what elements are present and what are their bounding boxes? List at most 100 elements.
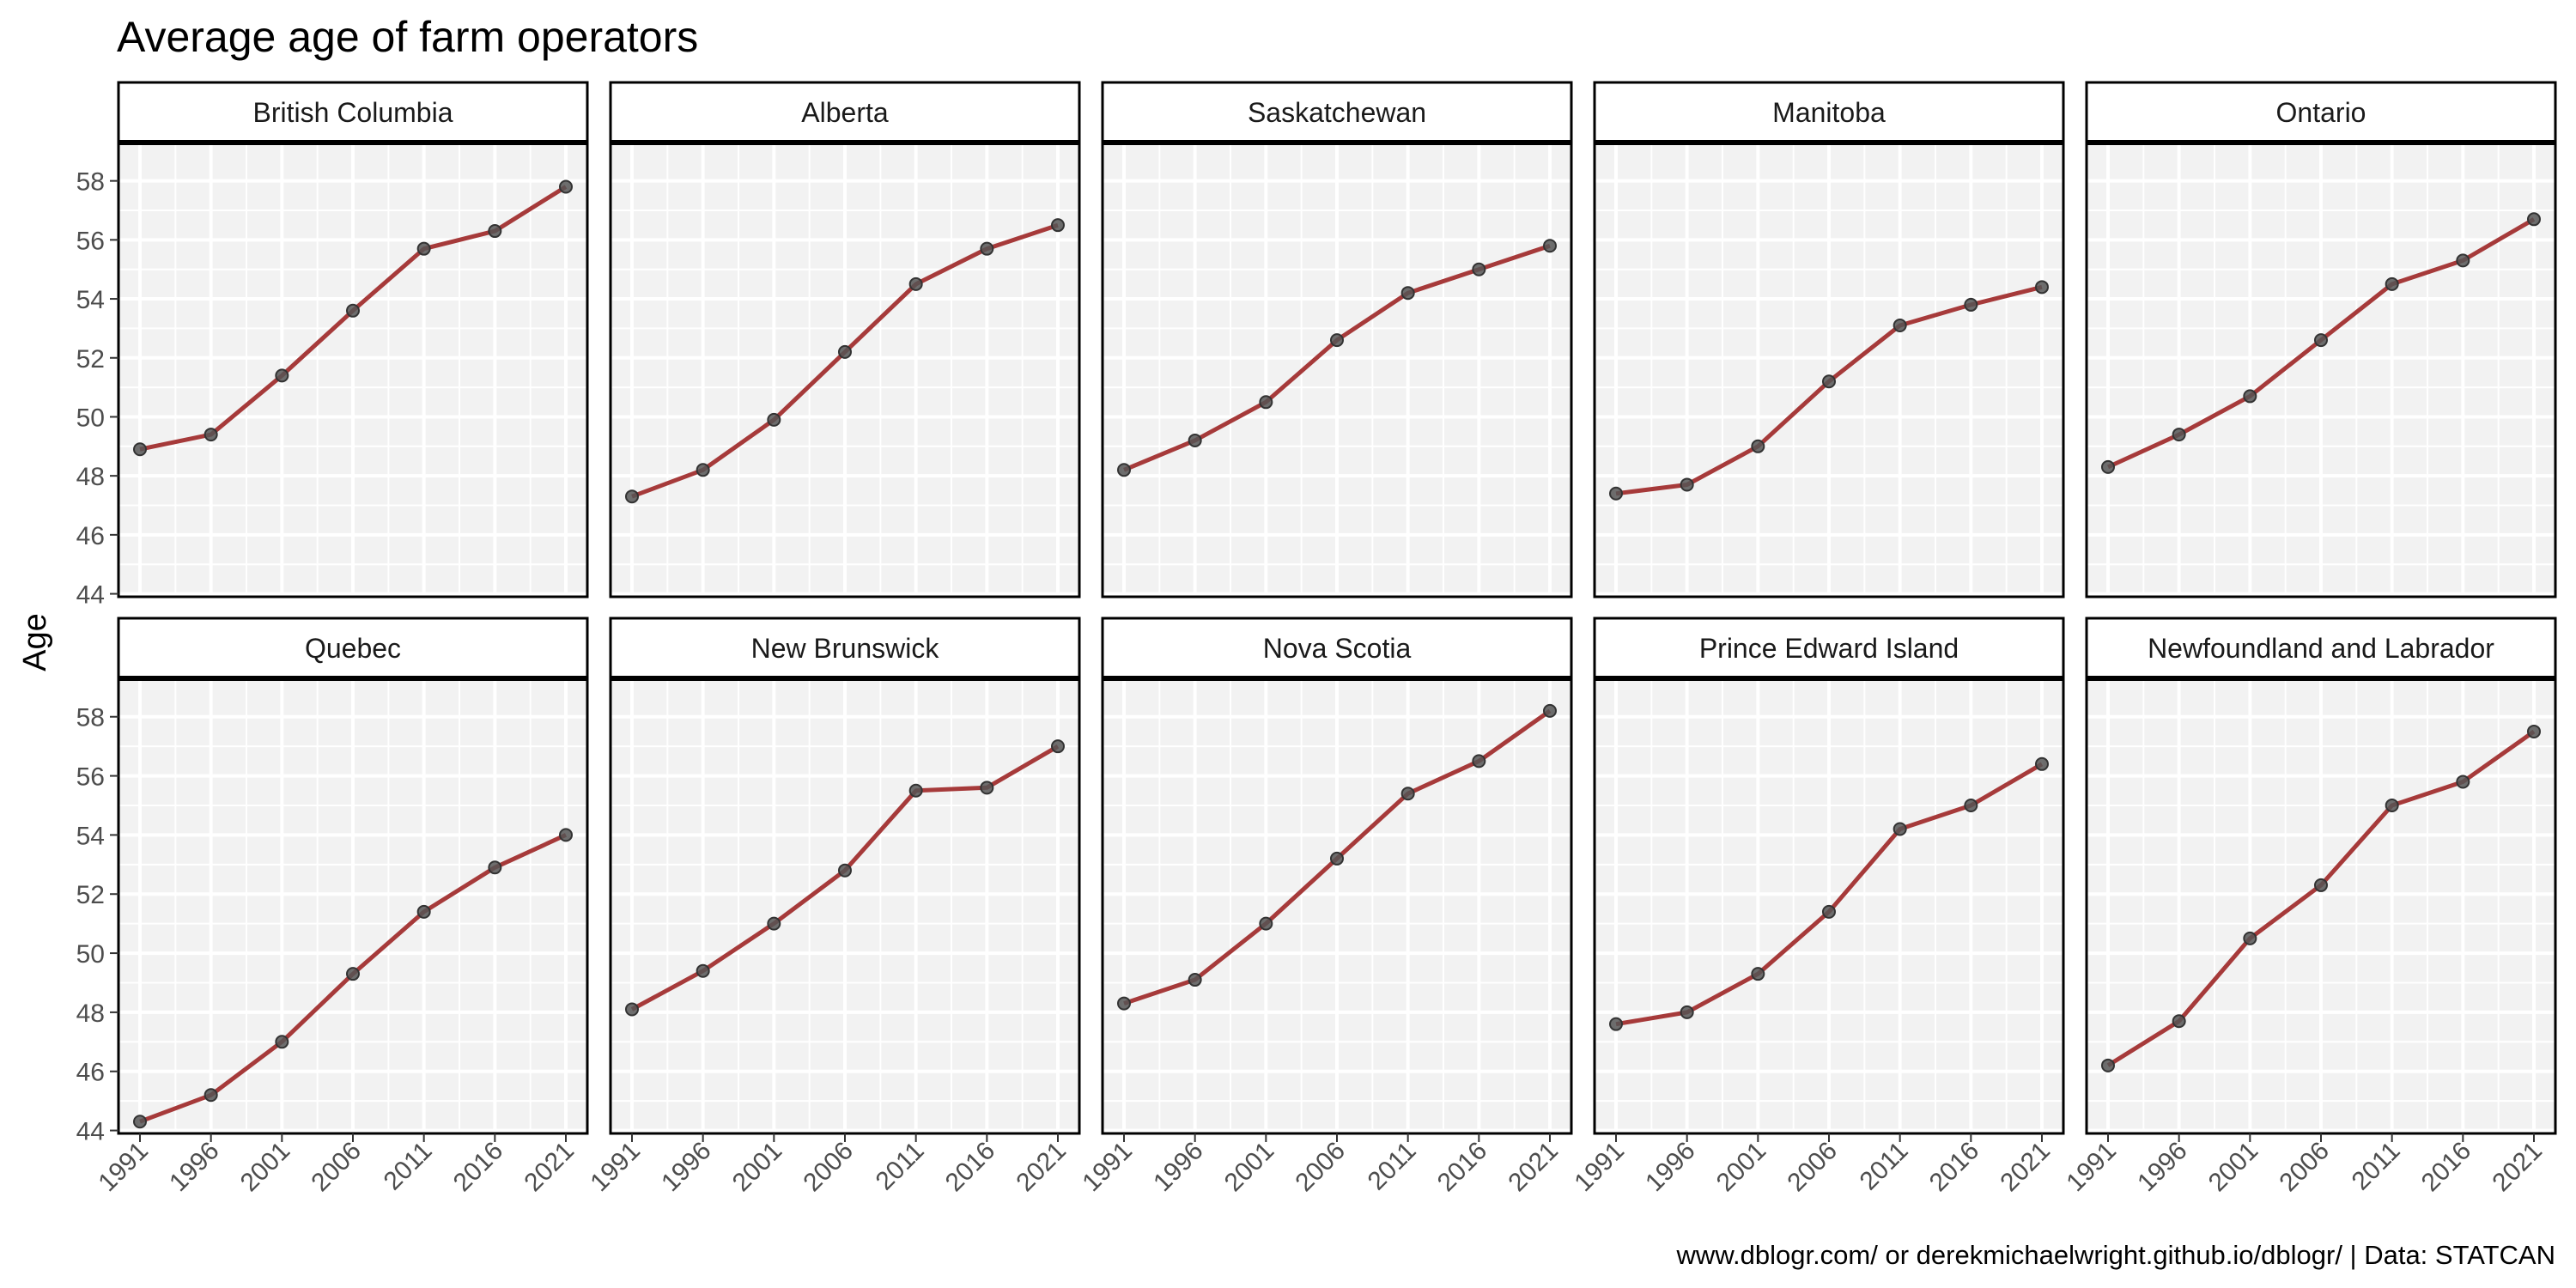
data-point bbox=[1751, 967, 1765, 981]
y-tick-label: 50 bbox=[76, 404, 105, 432]
data-point bbox=[1400, 286, 1415, 301]
data-point bbox=[696, 963, 710, 978]
data-point bbox=[696, 463, 710, 477]
x-tick-label: 2011 bbox=[1855, 1137, 1914, 1196]
y-tick-label: 44 bbox=[76, 581, 105, 610]
data-point bbox=[2101, 1058, 2115, 1072]
data-point bbox=[908, 276, 923, 291]
data-point bbox=[559, 828, 573, 842]
data-point bbox=[767, 412, 781, 427]
x-tick-label: 2006 bbox=[1290, 1137, 1351, 1198]
x-tick-label: 1996 bbox=[164, 1137, 225, 1198]
strip-label: Quebec bbox=[305, 633, 401, 664]
data-point bbox=[1543, 703, 1557, 718]
x-tick-label: 2006 bbox=[306, 1137, 367, 1198]
y-axis-label: Age bbox=[17, 613, 53, 671]
x-tick-label: 2006 bbox=[2274, 1137, 2335, 1198]
data-point bbox=[416, 241, 431, 256]
x-tick-label: 2016 bbox=[2416, 1137, 2477, 1198]
data-point bbox=[2172, 428, 2186, 442]
data-point bbox=[275, 368, 289, 383]
data-point bbox=[1117, 996, 1131, 1011]
x-tick-label: 2001 bbox=[1219, 1137, 1280, 1198]
data-point bbox=[2385, 276, 2399, 291]
strip-saskatchewan bbox=[1101, 81, 1573, 144]
y-tick-label: 54 bbox=[76, 286, 105, 314]
data-point bbox=[1051, 218, 1065, 233]
data-point bbox=[838, 863, 852, 878]
y-tick-label: 44 bbox=[76, 1118, 105, 1146]
strip-label: Prince Edward Island bbox=[1699, 633, 1959, 664]
data-point bbox=[1893, 318, 1907, 332]
y-tick-label: 52 bbox=[76, 881, 105, 909]
strip-quebec bbox=[117, 617, 589, 680]
data-point bbox=[1680, 477, 1694, 492]
data-point bbox=[1964, 798, 1978, 812]
data-point bbox=[1472, 754, 1486, 769]
x-tick-label: 1996 bbox=[1640, 1137, 1701, 1198]
data-point bbox=[625, 489, 639, 504]
x-tick-label: 2001 bbox=[235, 1137, 296, 1198]
data-point bbox=[488, 860, 502, 875]
x-tick-label: 2021 bbox=[2487, 1137, 2548, 1198]
chart-caption: www.dblogr.com/ or derekmichaelwright.gi… bbox=[1676, 1240, 2555, 1270]
x-tick-label: 1996 bbox=[1148, 1137, 1209, 1198]
y-tick-label: 46 bbox=[76, 522, 105, 550]
data-point bbox=[2172, 1014, 2186, 1029]
data-point bbox=[346, 303, 360, 318]
x-tick-label: 2006 bbox=[1782, 1137, 1843, 1198]
strip-label: Nova Scotia bbox=[1263, 633, 1412, 664]
x-tick-label: 1991 bbox=[1569, 1137, 1630, 1198]
x-tick-label: 2011 bbox=[2347, 1137, 2406, 1196]
data-point bbox=[2035, 756, 2049, 771]
x-tick-label: 2011 bbox=[379, 1137, 438, 1196]
data-point bbox=[625, 1002, 639, 1017]
data-point bbox=[2456, 775, 2470, 789]
data-point bbox=[1259, 395, 1273, 410]
data-point bbox=[1188, 433, 1202, 447]
y-tick-label: 50 bbox=[76, 940, 105, 969]
panel-saskatchewan: Saskatchewan bbox=[1101, 81, 1573, 598]
data-point bbox=[980, 241, 994, 256]
panel-british-columbia: British Columbia 44 46 48 50 52 54 56 58 bbox=[76, 81, 589, 610]
panel-prince-edward-island: Prince Edward Island 1991 1996 2001 2006 2011… bbox=[1569, 617, 2065, 1198]
data-point bbox=[1117, 463, 1131, 477]
strip-new-brunswick bbox=[609, 617, 1081, 680]
strip-british-columbia bbox=[117, 81, 589, 144]
x-tick-label: 2001 bbox=[1711, 1137, 1772, 1198]
data-point bbox=[1893, 822, 1907, 836]
chart-title: Average age of farm operators bbox=[117, 13, 698, 61]
data-point bbox=[2314, 878, 2328, 892]
panel-newfoundland-and-labrador: Newfoundland and Labrador 1991 1996 2001 200… bbox=[2061, 617, 2557, 1198]
panel-ontario: Ontario bbox=[2085, 81, 2557, 598]
data-point bbox=[1751, 439, 1765, 453]
y-tick-label: 58 bbox=[76, 704, 105, 732]
data-point bbox=[838, 344, 852, 359]
data-point bbox=[1330, 851, 1344, 866]
strip-nova-scotia bbox=[1101, 617, 1573, 680]
x-tick-label: 2011 bbox=[1363, 1137, 1422, 1196]
x-tick-label: 2021 bbox=[1011, 1137, 1072, 1198]
y-tick-label: 58 bbox=[76, 168, 105, 197]
data-point bbox=[559, 179, 573, 194]
strip-label: Saskatchewan bbox=[1248, 97, 1426, 128]
x-tick-label: 1991 bbox=[1077, 1137, 1138, 1198]
data-point bbox=[1330, 333, 1344, 348]
x-tick-label: 2016 bbox=[448, 1137, 509, 1198]
strip-manitoba bbox=[1593, 81, 2065, 144]
data-point bbox=[133, 442, 147, 457]
data-point bbox=[2101, 459, 2115, 474]
data-point bbox=[1400, 787, 1415, 801]
data-point bbox=[2243, 931, 2257, 945]
strip-label: Newfoundland and Labrador bbox=[2148, 633, 2494, 664]
data-point bbox=[908, 783, 923, 798]
data-point bbox=[1680, 1005, 1694, 1019]
facet-panels: British Columbia 44 46 48 50 52 54 56 58 Alberta S… bbox=[76, 81, 2557, 1198]
data-point bbox=[1964, 297, 1978, 312]
y-tick-label: 46 bbox=[76, 1059, 105, 1087]
strip-label: Ontario bbox=[2276, 97, 2366, 128]
strip-alberta bbox=[609, 81, 1081, 144]
y-tick-label: 56 bbox=[76, 763, 105, 792]
